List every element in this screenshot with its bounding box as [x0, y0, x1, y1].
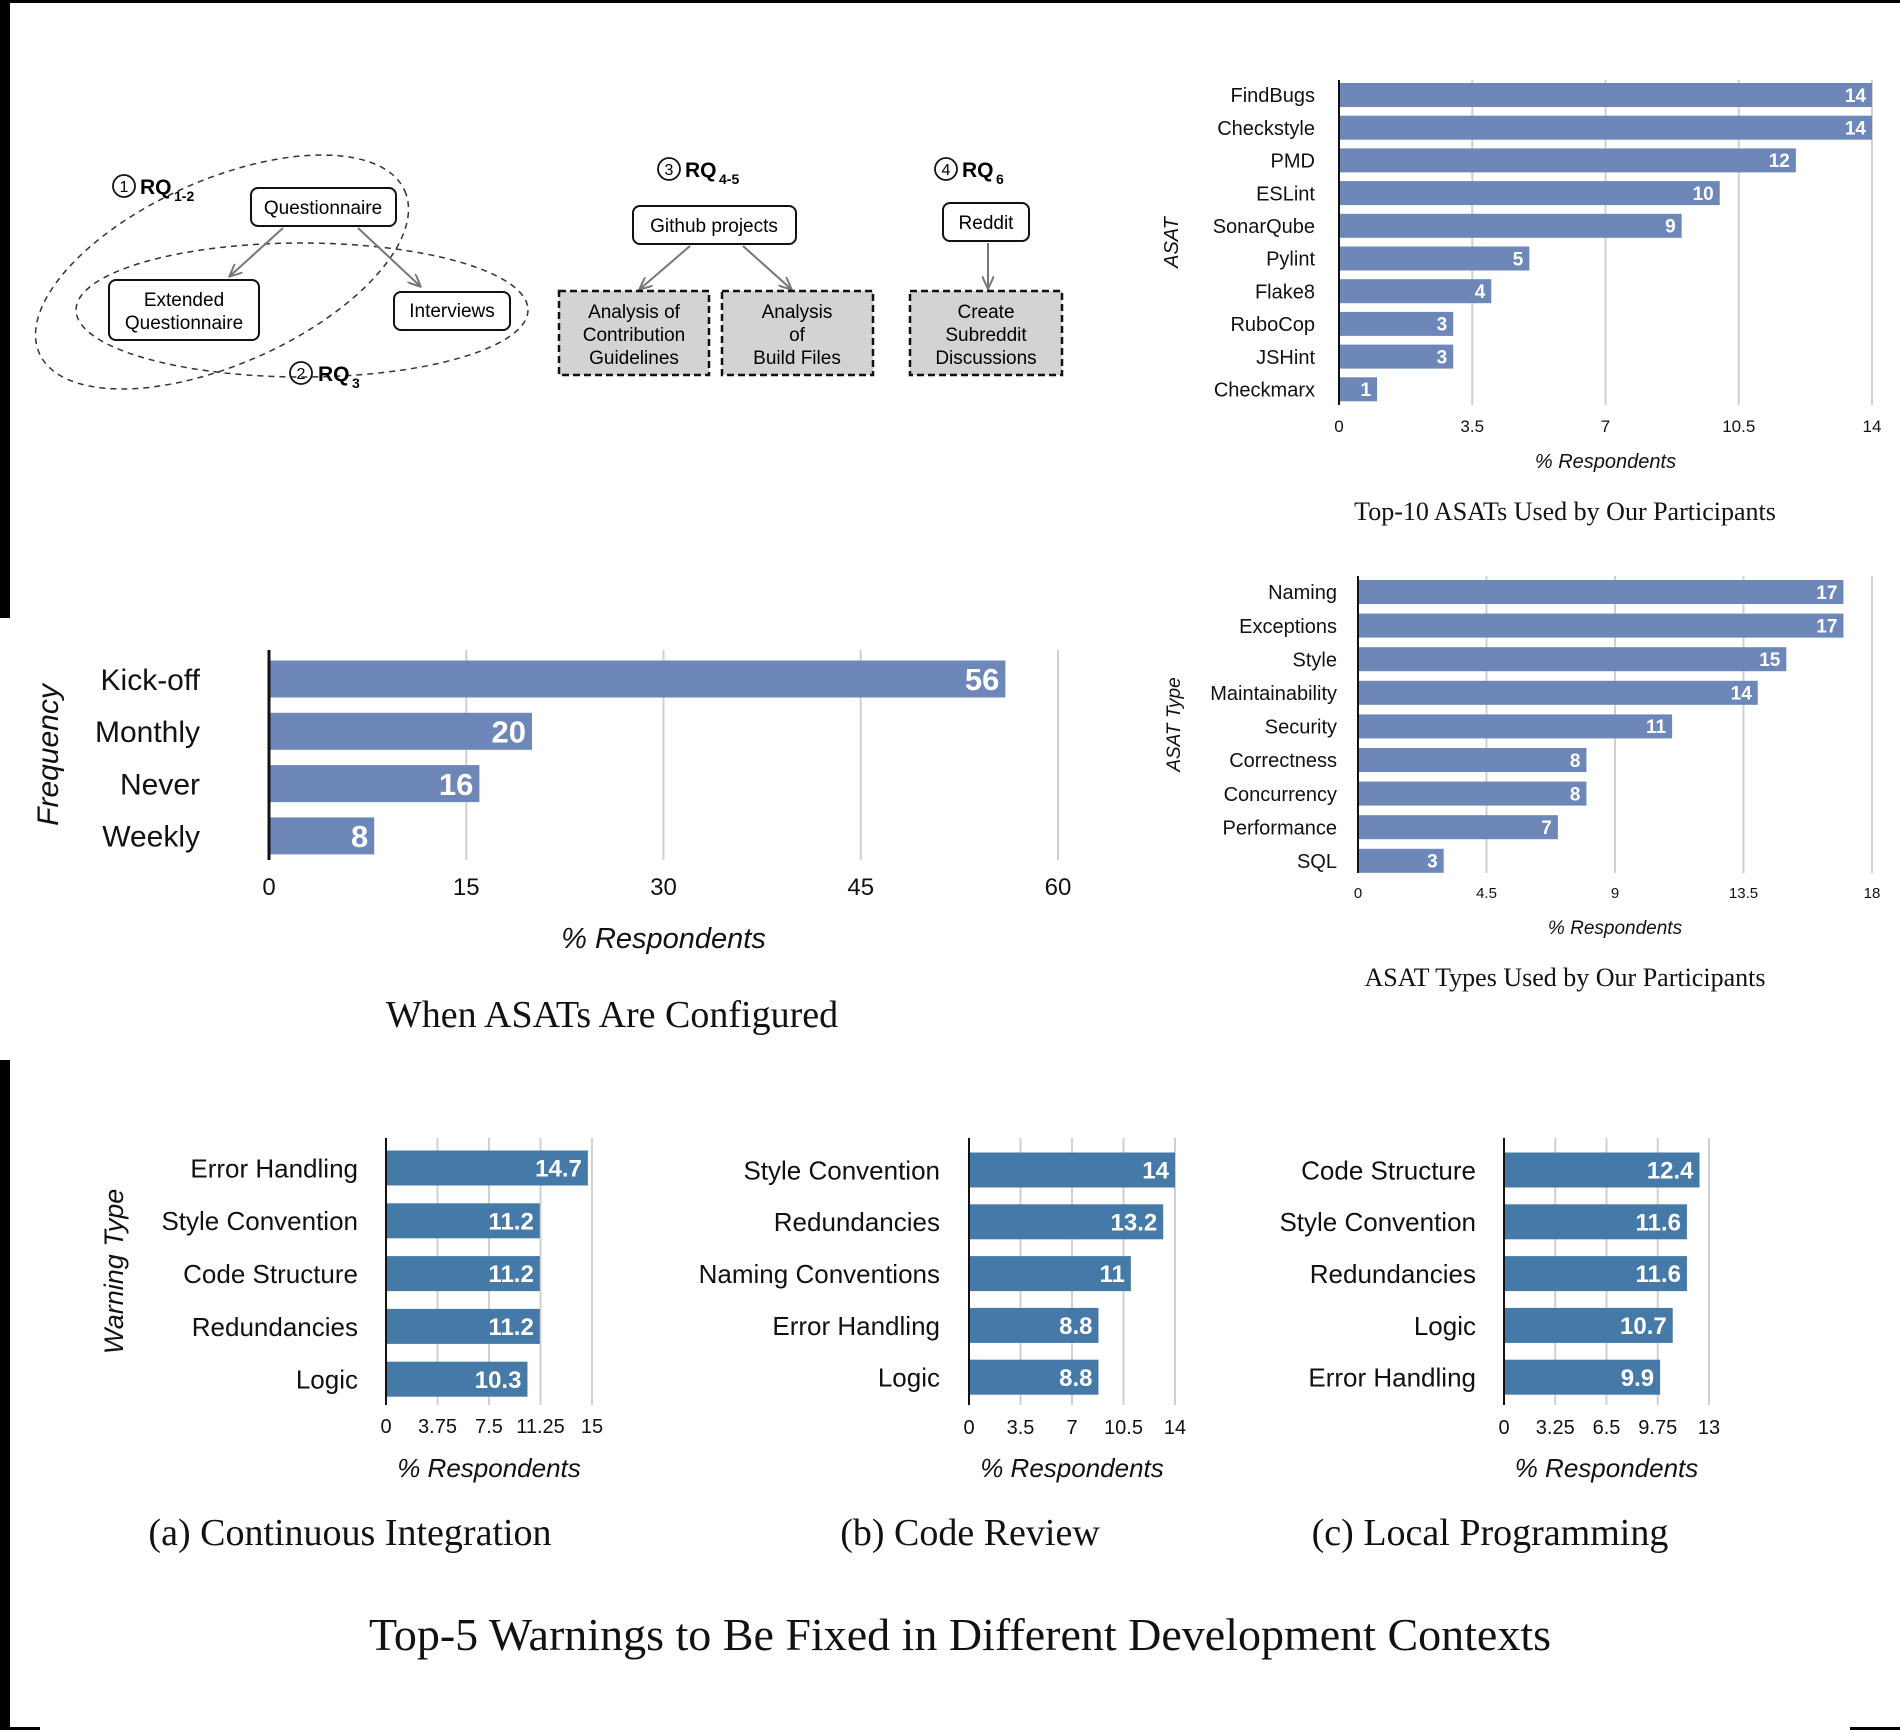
svg-text:of: of	[789, 325, 806, 346]
interviews-box: Interviews	[393, 291, 511, 331]
contribution-guidelines-box: Analysis of Contribution Guidelines	[557, 289, 711, 377]
bottom-left-mark	[0, 1727, 40, 1730]
rq12-label: 1 RQ 1-2	[112, 174, 194, 204]
svg-text:3: 3	[665, 162, 674, 179]
lp-caption: (c) Local Programming	[1311, 1512, 1669, 1554]
svg-text:RQ: RQ	[318, 363, 350, 386]
left-border-lower	[0, 1060, 10, 1730]
rq12-dashed-ellipse	[34, 154, 410, 390]
svg-text:Analysis: Analysis	[762, 302, 833, 323]
svg-text:Discussions: Discussions	[935, 348, 1036, 369]
configured-caption: When ASATs Are Configured	[385, 994, 839, 1036]
svg-text:6: 6	[996, 171, 1004, 187]
left-border-upper	[0, 0, 10, 618]
extended-questionnaire-box: Extended Questionnaire	[108, 279, 260, 341]
svg-text:Questionnaire: Questionnaire	[264, 198, 382, 219]
build-files-box: Analysis of Build Files	[720, 289, 875, 377]
svg-text:2: 2	[297, 366, 306, 383]
overall-caption: Top-5 Warnings to Be Fixed in Different …	[368, 1609, 1552, 1660]
svg-text:4: 4	[942, 162, 951, 179]
svg-text:Reddit: Reddit	[959, 213, 1015, 234]
svg-text:Create: Create	[957, 302, 1014, 323]
ci-caption: (a) Continuous Integration	[148, 1512, 552, 1554]
bottom-right-mark	[1850, 1727, 1900, 1730]
svg-text:Extended: Extended	[144, 290, 224, 311]
svg-text:Interviews: Interviews	[409, 301, 495, 322]
rq3-dashed-ellipse	[75, 242, 529, 378]
svg-text:Contribution: Contribution	[583, 325, 685, 346]
svg-text:Github projects: Github projects	[650, 216, 778, 237]
svg-text:4-5: 4-5	[719, 171, 739, 187]
svg-text:RQ: RQ	[685, 159, 717, 182]
svg-text:Subreddit: Subreddit	[945, 325, 1027, 346]
svg-text:1-2: 1-2	[174, 188, 194, 204]
questionnaire-box: Questionnaire	[250, 187, 397, 227]
cr-caption: (b) Code Review	[840, 1512, 1100, 1554]
top-border	[0, 0, 1900, 3]
github-projects-box: Github projects	[632, 205, 797, 245]
reddit-box: Reddit	[942, 202, 1030, 242]
asat-types-caption: ASAT Types Used by Our Participants	[1364, 963, 1766, 992]
svg-text:Build Files: Build Files	[753, 348, 841, 369]
svg-text:Guidelines: Guidelines	[589, 348, 679, 369]
rq45-label: 3 RQ 4-5	[657, 157, 739, 187]
top-asats-caption: Top-10 ASATs Used by Our Participants	[1354, 497, 1776, 526]
svg-text:Questionnaire: Questionnaire	[125, 313, 243, 334]
svg-text:RQ: RQ	[140, 176, 172, 199]
svg-text:Analysis of: Analysis of	[588, 302, 681, 323]
rq6-label: 4 RQ 6	[934, 157, 1004, 187]
subreddit-discussions-box: Create Subreddit Discussions	[908, 289, 1064, 377]
rq3-label: 2 RQ 3	[289, 361, 360, 391]
svg-text:RQ: RQ	[962, 159, 994, 182]
svg-text:3: 3	[352, 375, 360, 391]
svg-text:1: 1	[120, 179, 129, 196]
